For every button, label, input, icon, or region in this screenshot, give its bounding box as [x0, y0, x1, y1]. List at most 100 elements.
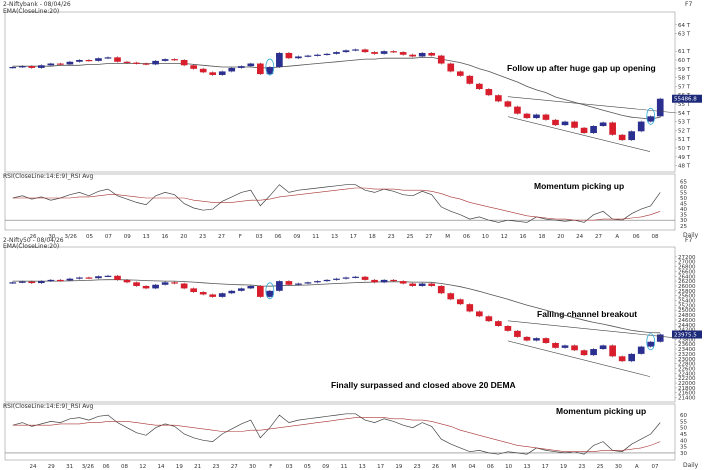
nf-rsi-label: RSI(CloseLine:14:E:9)_RSI Avg [3, 403, 94, 410]
bn-candle-body [76, 60, 83, 62]
bn-candle-body [228, 67, 236, 72]
nf-candle-body [475, 311, 483, 317]
bn-candle-body [371, 52, 378, 54]
bn-candle-body [466, 75, 474, 84]
nf-candle-body [295, 283, 302, 285]
nf-xtick: 17 [542, 464, 549, 470]
nf-candle-body [66, 278, 74, 281]
nf-xtick: 11 [341, 464, 348, 470]
bn-ytick: 40 [680, 207, 687, 213]
nf-candle-body [142, 285, 150, 289]
annotation-channel-breakout: Falling channel breakout [537, 309, 637, 319]
bn-xtick: 24 [576, 234, 583, 240]
nf-candle-body [352, 276, 359, 278]
nf-candle-body [504, 326, 512, 331]
nf-xtick: 08 [121, 464, 128, 470]
bn-candle-body [542, 114, 550, 120]
annotation-dema: Finally surpassed and closed above 20 DE… [331, 380, 516, 390]
nf-xtick: 23 [212, 464, 219, 470]
bn-channel-lower [507, 116, 651, 152]
bn-ytick: 55 T [678, 102, 691, 108]
bn-candle-body [314, 54, 321, 56]
nf-candle-body [57, 279, 64, 282]
annotation-gap-up: Follow up after huge gap up opening [507, 63, 656, 73]
nf-candle-body [114, 275, 121, 280]
nf-xtick: 19 [176, 464, 183, 470]
panel-frame-nf-rsi [4, 403, 676, 461]
bn-candle-body [647, 116, 655, 122]
nf-candle-body [466, 304, 474, 312]
nf-xtick: 05 [304, 464, 311, 470]
bn-ytick: 50 T [678, 146, 691, 152]
nf-candle-body [523, 336, 531, 341]
bn-candle-body [571, 121, 578, 128]
bn-ytick: 55 [680, 190, 687, 196]
nf-candle-body [456, 299, 464, 305]
nf-xtick: 07 [652, 464, 659, 470]
panel-frame-bn-price [4, 11, 676, 173]
bn-candle-body [580, 127, 588, 134]
bn-xtick: A [615, 234, 619, 240]
nf-candle-body [180, 283, 188, 289]
nf-xtick: 17 [377, 464, 384, 470]
nf-highlight-ellipse [265, 282, 275, 300]
bn-xtick: 09 [293, 234, 300, 240]
bn-candle-body [266, 67, 274, 75]
nf-ytick: 22800 [678, 362, 696, 368]
bn-xtick: 03 [256, 234, 263, 240]
bn-candle-body [171, 59, 178, 61]
nf-candle-body [47, 279, 55, 282]
bn-candle-body [409, 54, 417, 57]
nf-xtick: M [451, 464, 456, 470]
bn-xtick: 25 [406, 234, 413, 240]
bn-candle-body [180, 60, 188, 66]
bn-header: 2-Niftybank - 08/04/26 [3, 1, 71, 8]
bn-ytick: 30 [680, 218, 687, 224]
nf-price-tag-bg [672, 330, 702, 339]
bn-candle-body [285, 52, 293, 59]
nf-xtick: 19 [395, 464, 402, 470]
nf-ytick: 23600 [678, 342, 696, 348]
bn-xtick: 23 [388, 234, 395, 240]
nf-rsi-line [12, 413, 661, 455]
bn-rsi-line [12, 184, 661, 223]
bn-candle-body [9, 67, 17, 69]
nf-ytick: 23000 [678, 357, 696, 363]
nf-ytick: 40 [680, 438, 687, 444]
bn-xtick: 27 [218, 234, 225, 240]
nf-xtick: 14 [158, 464, 165, 470]
nf-ytick: 27000 [678, 260, 696, 266]
nf-candle-body [361, 276, 369, 280]
nf-ytick: 24400 [678, 323, 696, 329]
bn-candle-body [276, 52, 283, 68]
bn-xtick: 18 [369, 234, 376, 240]
nf-ytick: 22600 [678, 366, 696, 372]
bn-candle-body [57, 63, 64, 65]
nf-price-tag: 23975.5 [674, 332, 697, 338]
nf-candle-body [190, 288, 198, 293]
nf-ytick: 23200 [678, 352, 696, 358]
bn-candle-body [218, 71, 226, 75]
nf-ytick: 21800 [678, 386, 696, 392]
bn-candle-body [656, 98, 664, 117]
nf-ema-line [12, 279, 661, 334]
nf-xtick: 21 [194, 464, 201, 470]
bn-ytick: 59 T [678, 67, 691, 73]
bn-ytick: 49 T [678, 155, 691, 161]
nf-xtick: 25 [597, 464, 604, 470]
nf-ytick: 22000 [678, 381, 696, 387]
bn-xtick: 13 [331, 234, 338, 240]
bn-candle-body [533, 114, 540, 119]
nf-candle-body [18, 281, 26, 283]
bn-xtick: 16 [520, 234, 527, 240]
nf-candle-body [76, 277, 83, 279]
bn-candle-body [390, 51, 397, 53]
nf-ytick: 25200 [678, 303, 696, 309]
nf-candle-body [409, 283, 417, 286]
bn-candle-body [133, 62, 140, 64]
bn-candle-body [590, 126, 597, 134]
nf-candle-body [323, 279, 331, 282]
nf-candle-body [552, 342, 559, 348]
nf-ytick: 26600 [678, 269, 696, 275]
bn-candle-body [295, 56, 302, 59]
